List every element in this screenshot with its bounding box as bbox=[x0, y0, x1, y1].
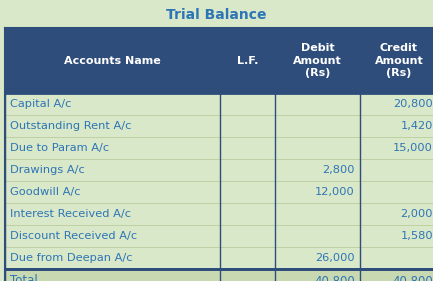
Text: 40,800: 40,800 bbox=[392, 275, 433, 281]
Text: Credit
Amount
(Rs): Credit Amount (Rs) bbox=[375, 43, 423, 78]
Bar bbox=[220, 203, 275, 225]
Text: L.F.: L.F. bbox=[237, 56, 258, 65]
Bar bbox=[220, 28, 275, 93]
Bar bbox=[275, 203, 360, 225]
Text: Outstanding Rent A/c: Outstanding Rent A/c bbox=[10, 121, 131, 131]
Bar bbox=[220, 93, 275, 115]
Text: Goodwill A/c: Goodwill A/c bbox=[10, 187, 81, 197]
Bar bbox=[360, 203, 433, 225]
Text: Accounts Name: Accounts Name bbox=[64, 56, 161, 65]
Bar bbox=[360, 115, 433, 137]
Bar bbox=[275, 93, 360, 115]
Bar bbox=[5, 203, 220, 225]
Text: Discount Received A/c: Discount Received A/c bbox=[10, 231, 137, 241]
Bar bbox=[220, 247, 275, 269]
Bar bbox=[275, 159, 360, 181]
Bar bbox=[220, 115, 275, 137]
Bar bbox=[5, 225, 220, 247]
Text: Trial Balance: Trial Balance bbox=[166, 8, 267, 22]
Bar bbox=[360, 225, 433, 247]
Bar bbox=[275, 115, 360, 137]
Bar bbox=[360, 269, 433, 281]
Bar bbox=[5, 247, 220, 269]
Bar bbox=[5, 137, 220, 159]
Text: Due from Deepan A/c: Due from Deepan A/c bbox=[10, 253, 132, 263]
Text: 1,420: 1,420 bbox=[401, 121, 433, 131]
Text: 1,580: 1,580 bbox=[401, 231, 433, 241]
Text: Due to Param A/c: Due to Param A/c bbox=[10, 143, 109, 153]
Bar bbox=[360, 137, 433, 159]
Text: Debit
Amount
(Rs): Debit Amount (Rs) bbox=[293, 43, 342, 78]
Bar bbox=[275, 269, 360, 281]
Text: 15,000: 15,000 bbox=[393, 143, 433, 153]
Bar bbox=[5, 181, 220, 203]
Bar bbox=[360, 28, 433, 93]
Bar bbox=[5, 269, 220, 281]
Bar bbox=[360, 247, 433, 269]
Bar bbox=[275, 137, 360, 159]
Text: 2,000: 2,000 bbox=[401, 209, 433, 219]
Bar bbox=[220, 225, 275, 247]
Bar bbox=[5, 93, 220, 115]
Text: Drawings A/c: Drawings A/c bbox=[10, 165, 85, 175]
Bar bbox=[5, 115, 220, 137]
Text: 40,800: 40,800 bbox=[314, 275, 355, 281]
Bar bbox=[5, 28, 220, 93]
Text: 12,000: 12,000 bbox=[315, 187, 355, 197]
Text: Total: Total bbox=[10, 275, 38, 281]
Text: 20,800: 20,800 bbox=[393, 99, 433, 109]
Text: Interest Received A/c: Interest Received A/c bbox=[10, 209, 131, 219]
Text: 2,800: 2,800 bbox=[323, 165, 355, 175]
Text: 26,000: 26,000 bbox=[315, 253, 355, 263]
Bar bbox=[5, 159, 220, 181]
Bar bbox=[360, 93, 433, 115]
Bar bbox=[275, 247, 360, 269]
Bar bbox=[275, 28, 360, 93]
Bar bbox=[220, 137, 275, 159]
Bar bbox=[275, 225, 360, 247]
Bar bbox=[220, 159, 275, 181]
Text: Capital A/c: Capital A/c bbox=[10, 99, 71, 109]
Bar bbox=[275, 181, 360, 203]
Bar bbox=[220, 181, 275, 203]
Bar bbox=[220, 269, 275, 281]
Bar bbox=[360, 181, 433, 203]
Bar bbox=[360, 159, 433, 181]
